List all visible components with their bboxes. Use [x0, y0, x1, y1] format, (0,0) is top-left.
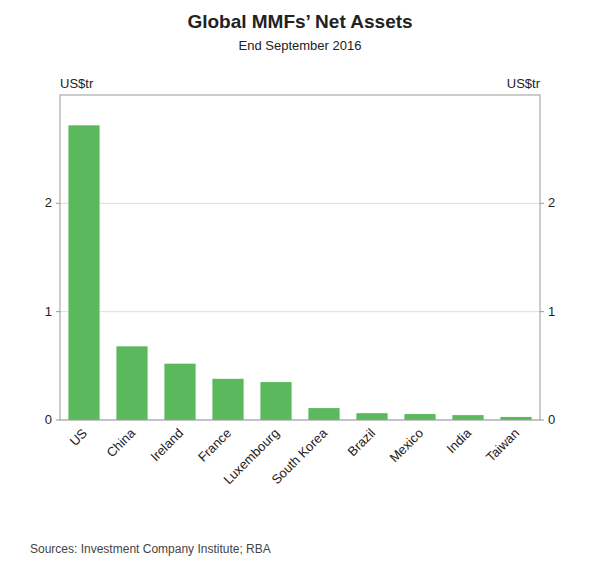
y-tick-label: 2: [45, 195, 52, 210]
x-tick-label: Mexico: [386, 426, 426, 466]
y-tick-label: 0: [45, 412, 52, 427]
y-axis-left: 0 1 2: [45, 195, 60, 427]
x-tick-label: Taiwan: [483, 426, 522, 465]
y2-tick-label: 1: [548, 304, 555, 319]
bar: [68, 125, 99, 420]
plot-frame: [60, 95, 540, 420]
y-axis-right: 0 1 2: [540, 195, 555, 427]
x-tick-label: US: [67, 425, 91, 449]
y-axis-label: US$tr: [60, 76, 94, 91]
y-tick: [56, 311, 60, 312]
bar: [308, 408, 339, 420]
bar: [452, 415, 483, 420]
x-tick-label: India: [444, 425, 475, 456]
chart-title: Global MMFs’ Net Assets: [187, 11, 412, 32]
y-tick: [56, 420, 60, 421]
x-axis: USChinaIrelandFranceLuxembourgSouth Kore…: [67, 425, 522, 487]
chart-subtitle: End September 2016: [239, 38, 362, 53]
grid-line: [60, 203, 540, 204]
y2-tick: [540, 311, 544, 312]
x-tick-label: China: [103, 425, 138, 460]
y2-tick: [540, 420, 544, 421]
y-tick-label: 1: [45, 304, 52, 319]
chart-container: Global MMFs’ Net Assets End September 201…: [0, 0, 600, 565]
y-tick: [56, 203, 60, 204]
grid: [60, 203, 540, 420]
y2-tick-label: 0: [548, 412, 555, 427]
bar: [212, 379, 243, 420]
chart-svg: Global MMFs’ Net Assets End September 201…: [0, 0, 600, 565]
source-note: Sources: Investment Company Institute; R…: [30, 542, 271, 556]
bar: [116, 346, 147, 420]
bar: [260, 382, 291, 420]
bar: [356, 413, 387, 420]
bar: [404, 414, 435, 420]
bars: [68, 125, 531, 420]
y2-tick-label: 2: [548, 195, 555, 210]
x-tick-label: France: [195, 426, 234, 465]
y2-axis-label: US$tr: [507, 76, 541, 91]
bar: [164, 364, 195, 420]
x-tick-label: Brazil: [345, 425, 379, 459]
y2-tick: [540, 203, 544, 204]
x-tick-label: South Korea: [268, 425, 330, 487]
x-tick-label: Ireland: [147, 426, 186, 465]
grid-line: [60, 311, 540, 312]
